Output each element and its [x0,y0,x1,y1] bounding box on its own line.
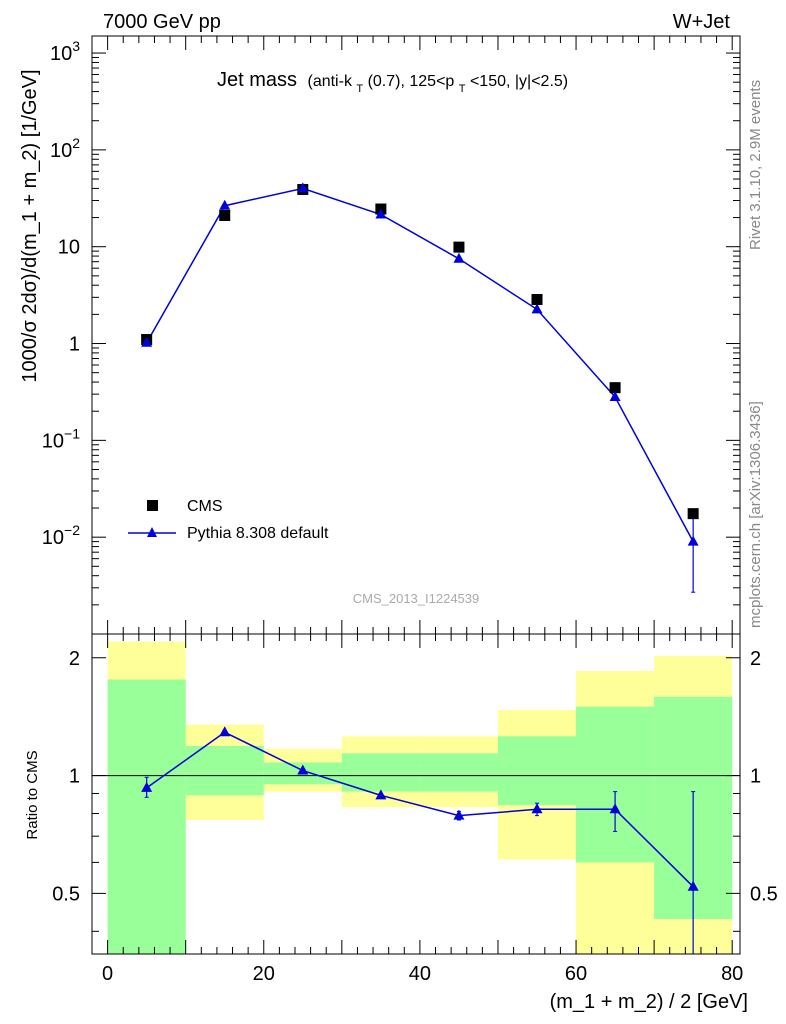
subtitle-b: (0.7), 125<p [368,73,455,90]
ratio-band-green [497,736,577,806]
x-tick-label: 20 [253,963,275,985]
subtitle-a-sub: T [356,83,363,95]
ratio-y-axis-label: Ratio to CMS [24,750,41,839]
energy-label: 7000 GeV pp [103,11,221,33]
ratio-pythia-point [141,781,153,792]
pythia-point [531,303,543,314]
y-tick-label: 103 [50,38,80,65]
legend-pythia-marker [147,527,157,537]
x-tick-label: 0 [102,963,113,985]
plot-title: Jet mass (anti-k T (0.7), 125<p T <150, … [217,69,568,96]
ratio-pythia-point [297,764,309,775]
ratio-y-tick-label: 1 [69,766,80,788]
x-tick-label: 40 [409,963,431,985]
ratio-pythia-point [609,803,621,814]
ratio-y-tick-label: 2 [69,648,80,670]
cms-point [219,210,231,222]
cms-point [531,293,543,305]
pythia-point [141,336,153,347]
y-tick-label: 10−2 [42,522,80,549]
pythia-point [375,208,387,219]
x-tick-label: 60 [565,963,587,985]
ratio-pythia-point [219,726,231,737]
x-tick-label: 80 [721,963,743,985]
ratio-band-green [107,679,186,954]
analysis-watermark: CMS_2013_I1224539 [353,591,480,606]
legend: CMS Pythia 8.308 default [128,498,329,542]
pythia-line [145,187,694,542]
ratio-pythia-point [375,789,387,800]
legend-cms-label: CMS [187,498,223,515]
y-tick-label: 1 [69,334,80,356]
mcplots-label: mcplots.cern.ch [arXiv:1306.3436] [747,401,764,628]
y-tick-label: 102 [50,135,80,162]
ratio-pythia-line [146,731,694,888]
legend-pythia-label: Pythia 8.308 default [187,525,329,542]
ratio-band-green [576,706,655,863]
y-tick-label: 10 [58,237,80,259]
ratio-band-green [185,746,264,796]
ratio-y-tick-label-right: 2 [750,648,761,670]
legend-cms-marker [147,500,158,511]
pythia-point [453,252,465,263]
ratio-band-green [341,753,420,792]
ratio-y-tick-label-right: 1 [750,766,761,788]
pythia-point [609,391,621,402]
pythia-point [219,199,231,210]
pythia-point [297,182,309,193]
x-axis-label: (m_1 + m_2) / 2 [GeV] [550,991,748,1013]
plot-title-main: Jet mass [217,69,297,91]
y-tick-label: 10−1 [42,425,80,452]
cms-point [453,241,465,253]
main-panel-frame [91,35,741,635]
ratio-pythia-point [687,880,699,891]
ratio-pythia-point [531,803,543,814]
subtitle-a: (anti-k [307,73,352,90]
main-y-axis-label: 1000/σ 2dσ)/d(m_1 + m_2) [1/GeV] [19,69,41,382]
ratio-panel-frame [91,633,741,955]
subtitle-b-sub: T [459,83,466,95]
ratio-pythia-point [453,809,465,820]
process-label: W+Jet [673,11,731,33]
cms-point [687,508,699,520]
rivet-label: Rivet 3.1.10, 2.9M events [747,80,764,250]
ratio-panel: 0.5 0.51 12 20 20 40 60 80 [52,634,778,985]
ratio-y-tick-label-right: 0.5 [750,883,778,905]
pythia-point [687,535,699,546]
subtitle-c: <150, |y|<2.5) [470,73,568,90]
ratio-band-green [419,753,498,792]
cms-point [609,382,621,394]
ratio-y-tick-label: 0.5 [52,883,80,905]
